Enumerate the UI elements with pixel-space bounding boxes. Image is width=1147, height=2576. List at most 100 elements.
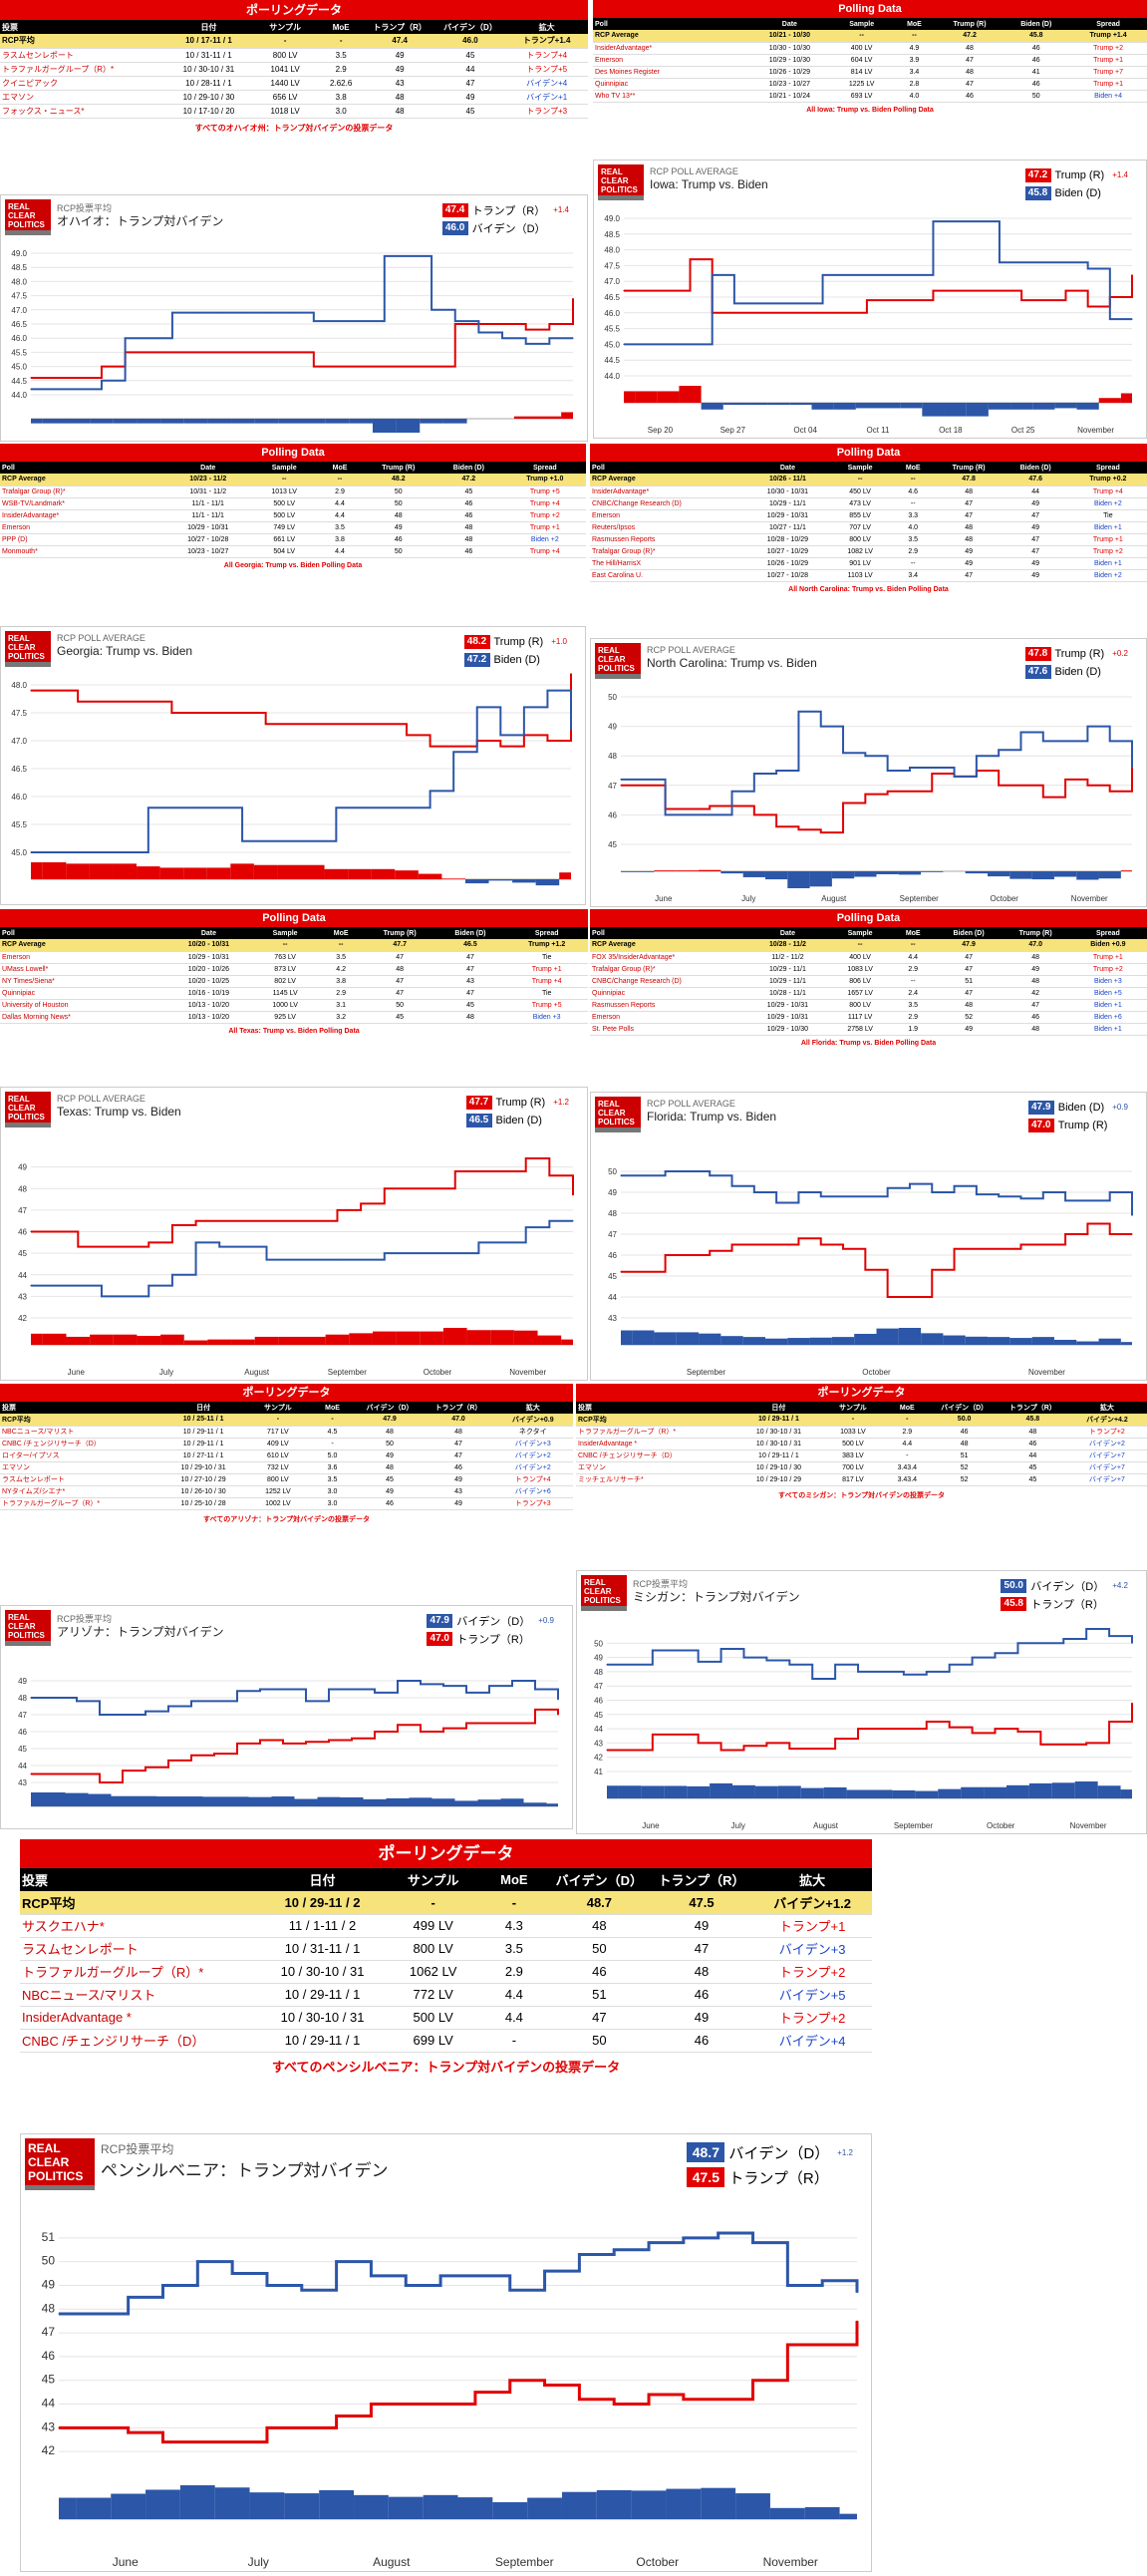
- cell: Reuters/Ipsos: [590, 521, 746, 534]
- cell: 46: [650, 2029, 753, 2053]
- data-point: [786, 2284, 788, 2287]
- spread-bar: [833, 403, 856, 410]
- cell: 10 / 29-11 / 1: [160, 1426, 247, 1439]
- cell: Poll: [0, 462, 164, 474]
- cell: 49: [355, 1449, 425, 1462]
- cell: --: [890, 497, 936, 510]
- legend-value-box: 47.4: [441, 202, 468, 217]
- data-point: [54, 1284, 56, 1287]
- y-tick-label: 46.0: [604, 309, 620, 318]
- chart-pennsylvania: REAL CLEAR POLITICS RCP投票平均 ペンシルベニア：トランプ対バイデ…: [20, 2133, 872, 2572]
- cell: FOX 35/InsiderAdvantage*: [590, 951, 746, 964]
- legend-entry: 47.8 Trump (R) +0.2: [1024, 645, 1128, 662]
- cell: --: [831, 30, 893, 43]
- poll-table-footer-link: すべてのオハイオ州：トランプ対バイデンの投票データ: [194, 123, 394, 133]
- spread-bar: [488, 879, 513, 881]
- cell: トラファルガーグループ（R）*: [0, 1497, 160, 1510]
- spread-bar: [839, 2513, 857, 2519]
- spread-bar: [302, 419, 326, 424]
- data-point: [305, 1700, 307, 1702]
- cell: 10 / 28-11 / 1: [164, 76, 253, 91]
- spread-bar: [89, 863, 114, 879]
- data-point: [652, 1649, 654, 1652]
- cell: 46: [424, 1461, 493, 1474]
- legend-value-box: 47.9: [427, 1613, 453, 1628]
- spread-bar: [921, 1333, 944, 1345]
- cell: Trump +1.4: [1069, 30, 1147, 43]
- cell: 10/21 - 10/24: [747, 90, 832, 103]
- y-tick-label: 44: [18, 1271, 27, 1280]
- spread-bar: [418, 873, 442, 879]
- data-point: [976, 1193, 978, 1195]
- cell: 48: [998, 1426, 1067, 1439]
- data-point: [572, 1194, 574, 1196]
- data-point: [820, 1195, 822, 1197]
- rcp-average-row: RCP Average 10/26 - 11/1 -- -- 47.8 47.6 Trump…: [590, 474, 1147, 486]
- data-point: [370, 2403, 373, 2406]
- data-point: [648, 2241, 650, 2244]
- y-tick-label: 47: [18, 1711, 27, 1720]
- data-point: [1109, 318, 1111, 320]
- spread-bar: [363, 1798, 387, 1806]
- poll-table-title: Polling Data: [590, 909, 1147, 927]
- x-tick-label: July: [741, 894, 755, 903]
- spread-bar: [372, 1331, 397, 1345]
- cell: 500 LV: [821, 1438, 885, 1450]
- spread-bar: [325, 419, 350, 424]
- x-tick-label: Sep 20: [648, 426, 674, 435]
- cell: 48.7: [548, 1891, 651, 1915]
- legend-value-box: 47.2: [1024, 167, 1051, 182]
- spread-bar: [654, 870, 677, 871]
- poll-row: エマソン 10 / 29-10 / 30 656 LV 3.8 48 49 バイデン+1: [0, 90, 588, 105]
- y-tick-label: 45.5: [604, 325, 620, 334]
- spread-bar: [607, 1785, 619, 1798]
- poll-table-pennsylvania: ポーリングデータ 投票 日付 サンプル MoE バイデン（D） トランプ（R） 拡大 RCP平均…: [20, 1839, 872, 2093]
- spread-bar: [561, 412, 573, 419]
- legend-label: Biden (D): [1054, 186, 1101, 199]
- data-point: [755, 302, 757, 304]
- rcp-average-row: RCP平均 10 / 29-11 / 2- -48.7 47.5 バイデン+1.2: [20, 1891, 872, 1915]
- x-tick-label: November: [763, 2555, 818, 2569]
- spread-bar: [732, 1784, 755, 1798]
- data-point: [775, 825, 777, 827]
- spread-bar: [938, 1788, 962, 1798]
- chart-ohio: REAL CLEAR POLITICS RCP投票平均 オハイオ：トランプ対バイデン 47…: [0, 194, 588, 442]
- cell: 10/30 - 10/30: [747, 42, 832, 55]
- cell: Spread: [1068, 462, 1147, 474]
- cell: 47: [1002, 545, 1069, 558]
- cell: 604 LV: [831, 54, 893, 67]
- spread-bar: [846, 1789, 870, 1798]
- data-point: [629, 1749, 631, 1752]
- cell: 3.0: [309, 1497, 356, 1510]
- cell: 47: [1002, 509, 1069, 522]
- spread-bar: [921, 871, 944, 872]
- data-point: [1042, 797, 1044, 799]
- x-tick-label: October: [987, 1821, 1015, 1830]
- y-tick-label: 44: [608, 1293, 617, 1302]
- spread-bar: [76, 2497, 112, 2519]
- cell: --: [252, 939, 318, 952]
- cell: 2.9: [890, 545, 936, 558]
- cell: バイデン+4: [505, 76, 588, 91]
- x-tick-label: October: [424, 1368, 452, 1377]
- y-tick-label: 43: [608, 1314, 617, 1323]
- y-tick-label: 46: [594, 1697, 603, 1706]
- data-point: [144, 1767, 146, 1769]
- y-tick-label: 47.0: [604, 277, 620, 286]
- data-point: [977, 290, 979, 292]
- data-point: [397, 1724, 399, 1726]
- cell: Trump +2: [1068, 545, 1147, 558]
- chart-kicker: RCP POLL AVERAGE: [647, 1099, 735, 1109]
- series-line: [621, 1170, 1133, 1216]
- spread-bar: [527, 2497, 562, 2519]
- poll-row: Trafalgar Group (R)* 10/29 - 11/1 1083 LV 2…: [590, 963, 1147, 976]
- data-point: [844, 312, 846, 314]
- data-point: [99, 1781, 101, 1783]
- y-tick-label: 49: [18, 1163, 27, 1172]
- cell: PPP (D): [0, 533, 164, 546]
- data-point: [675, 1649, 677, 1652]
- data-point: [384, 1252, 386, 1254]
- cell: 43: [364, 76, 435, 91]
- spread-bar: [396, 419, 421, 433]
- data-point: [1086, 785, 1088, 787]
